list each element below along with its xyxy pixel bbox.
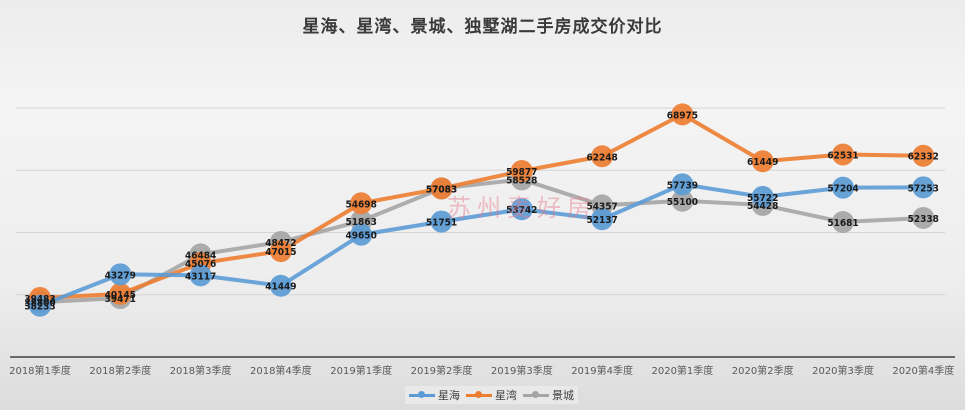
data-label: 54428 — [747, 201, 778, 212]
data-label: 57083 — [426, 184, 457, 195]
x-axis-tick-label: 2020第3季度 — [812, 366, 874, 377]
chart-title: 星海、星湾、景城、独墅湖二手房成交价对比 — [302, 17, 663, 37]
legend-label: 景城 — [552, 389, 574, 402]
legend-line-marker-icon — [523, 391, 549, 398]
x-axis-tick-label: 2019第2季度 — [410, 366, 473, 377]
x-axis-tick-label: 2019第1季度 — [330, 366, 393, 377]
data-label: 43279 — [105, 270, 136, 281]
data-label: 45076 — [185, 259, 216, 270]
data-point-marker — [350, 223, 373, 246]
legend-item: 星湾 — [466, 387, 517, 403]
data-label: 51681 — [827, 218, 858, 229]
data-point-marker — [591, 145, 614, 168]
data-label: 57253 — [908, 183, 939, 194]
data-point-marker — [912, 144, 935, 167]
data-label: 38800 — [24, 298, 55, 309]
x-axis-tick-label: 2020第4季度 — [892, 366, 955, 377]
data-point-marker — [751, 150, 774, 173]
data-point-marker — [912, 206, 935, 229]
data-label: 68975 — [667, 110, 698, 121]
data-label: 57739 — [667, 180, 698, 191]
data-point-marker — [109, 263, 132, 286]
data-point-marker — [671, 103, 694, 126]
x-axis-labels: 2018第1季度 2018第2季度 2018第3季度 2018第4季度 2019第1季度… — [0, 362, 965, 378]
x-axis-tick-label: 2018第2季度 — [89, 366, 152, 377]
data-point-marker — [269, 240, 292, 263]
data-point-marker — [671, 173, 694, 196]
legend-label: 星海 — [438, 389, 460, 402]
data-point-marker — [591, 208, 614, 231]
data-label: 61449 — [747, 157, 778, 168]
x-axis-tick-label: 2020第2季度 — [731, 366, 794, 377]
data-point-marker — [430, 210, 453, 233]
data-label: 55722 — [747, 193, 778, 204]
data-label: 39483 — [24, 294, 55, 305]
data-point-marker — [832, 143, 854, 166]
data-point-marker — [189, 264, 212, 287]
series-line — [39, 112, 924, 300]
data-point-marker — [510, 198, 533, 221]
x-axis-tick-label: 2019第4季度 — [571, 366, 633, 377]
legend-line-marker-icon — [409, 391, 435, 398]
legend-label: 星湾 — [495, 389, 517, 402]
data-label: 40145 — [105, 290, 136, 301]
data-label: 49650 — [346, 231, 377, 242]
data-label: 51751 — [426, 218, 457, 229]
chart-legend: 星海 星湾 景城 — [405, 386, 578, 404]
data-label: 41449 — [265, 282, 296, 293]
data-label: 57204 — [827, 184, 858, 195]
series-line — [39, 182, 924, 308]
data-label: 43117 — [185, 271, 216, 282]
data-point-marker — [350, 192, 373, 215]
data-point-marker — [671, 189, 694, 212]
legend-item: 星海 — [409, 387, 460, 403]
data-label: 53742 — [506, 205, 537, 216]
data-label: 52338 — [908, 214, 939, 225]
data-label: 58528 — [506, 175, 537, 186]
x-axis-tick-label: 2020第1季度 — [651, 366, 714, 377]
data-label: 62248 — [586, 152, 617, 163]
data-label: 54357 — [586, 201, 617, 212]
data-point-marker — [832, 211, 854, 234]
legend-line-marker-icon — [466, 391, 492, 398]
data-label: 48472 — [265, 238, 296, 249]
data-label: 38233 — [24, 302, 55, 313]
data-label: 39471 — [105, 294, 136, 305]
data-point-marker — [430, 177, 453, 200]
data-point-marker — [510, 160, 533, 183]
data-point-marker — [29, 294, 51, 317]
data-point-marker — [109, 282, 132, 305]
legend-item: 景城 — [523, 387, 574, 403]
data-point-marker — [751, 185, 774, 208]
data-label: 55100 — [667, 197, 698, 208]
data-label: 52137 — [586, 215, 617, 226]
data-point-marker — [269, 274, 292, 297]
data-label: 54698 — [346, 199, 377, 210]
data-label: 47015 — [265, 247, 296, 258]
data-label: 51863 — [346, 217, 377, 228]
x-axis-tick-label: 2018第1季度 — [9, 366, 71, 377]
data-label: 62332 — [908, 152, 939, 163]
x-axis-tick-label: 2018第4季度 — [249, 366, 312, 377]
watermark: 苏州麦好房 — [447, 194, 597, 222]
data-point-marker — [832, 176, 854, 199]
x-axis-tick-label: 2019第3季度 — [490, 366, 553, 377]
data-label: 59877 — [506, 167, 537, 178]
data-label: 46484 — [185, 250, 216, 261]
data-label: 57083 — [426, 184, 457, 195]
data-point-marker — [912, 176, 935, 199]
x-axis-tick-label: 2018第3季度 — [169, 366, 232, 377]
series-line — [39, 177, 924, 305]
data-label: 62531 — [827, 150, 858, 161]
